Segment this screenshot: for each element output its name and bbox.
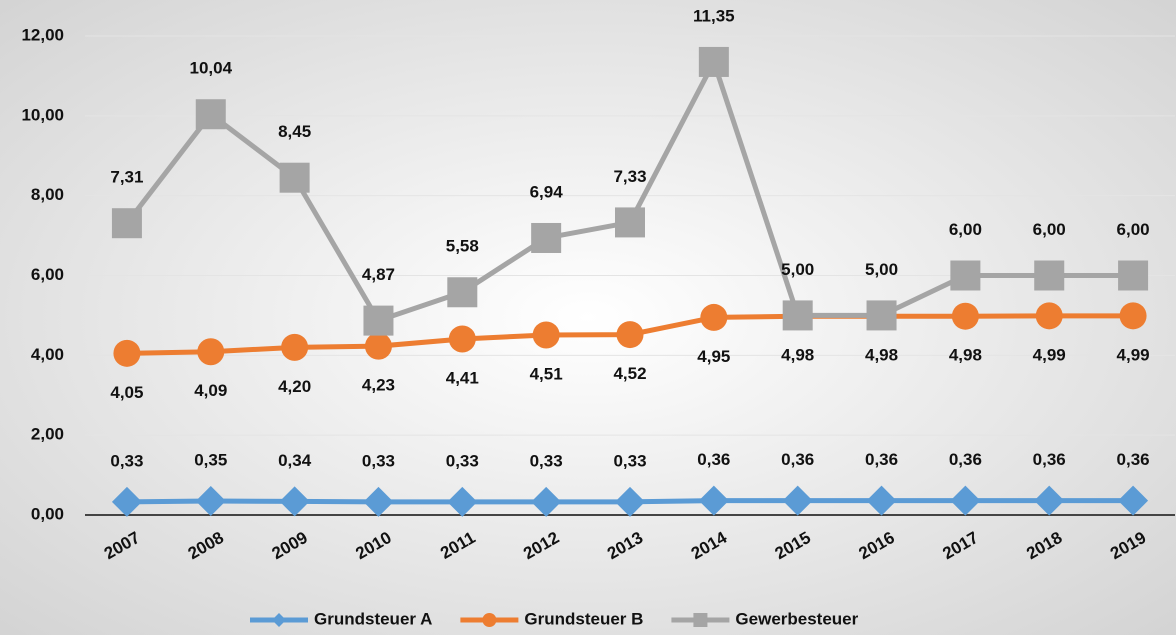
- data-label: 0,33: [530, 451, 563, 470]
- marker: [447, 277, 478, 308]
- marker: [531, 222, 562, 253]
- marker: [950, 485, 981, 516]
- data-label: 4,95: [697, 347, 730, 366]
- legend-marker: [482, 613, 497, 627]
- data-label: 4,09: [194, 381, 227, 400]
- data-label: 7,31: [110, 168, 143, 187]
- y-tick-label: 8,00: [31, 185, 64, 204]
- y-tick-label: 12,00: [21, 25, 64, 44]
- data-label: 10,04: [189, 59, 232, 78]
- data-label: 0,36: [1033, 450, 1066, 469]
- marker: [363, 486, 394, 517]
- data-label: 0,33: [362, 451, 395, 470]
- legend-marker: [272, 613, 286, 627]
- marker: [616, 321, 644, 349]
- marker: [281, 333, 309, 361]
- marker: [111, 208, 142, 239]
- marker: [1118, 260, 1149, 291]
- data-label: 4,52: [613, 364, 646, 383]
- data-label: 4,20: [278, 377, 311, 396]
- data-label: 4,51: [530, 364, 563, 383]
- marker: [1119, 302, 1147, 330]
- marker: [866, 300, 897, 331]
- data-label: 0,34: [278, 451, 312, 470]
- marker: [532, 321, 560, 349]
- marker: [195, 99, 226, 130]
- marker: [615, 207, 645, 238]
- data-label: 0,33: [613, 451, 646, 470]
- marker: [1034, 485, 1065, 516]
- data-label: 5,00: [781, 260, 814, 279]
- marker: [1034, 260, 1065, 291]
- data-label: 0,36: [949, 450, 982, 469]
- marker: [364, 332, 392, 360]
- data-label: 0,36: [1117, 450, 1150, 469]
- marker: [448, 325, 476, 353]
- data-label: 4,98: [781, 346, 814, 365]
- legend-label: Grundsteuer B: [524, 609, 643, 628]
- data-label: 4,87: [362, 265, 395, 284]
- data-label: 6,94: [530, 182, 564, 201]
- data-label: 8,45: [278, 122, 311, 141]
- y-tick-label: 6,00: [31, 265, 64, 284]
- data-label: 6,00: [949, 220, 982, 239]
- data-label: 6,00: [1117, 220, 1150, 239]
- data-label: 0,35: [194, 451, 227, 470]
- data-label: 4,05: [110, 383, 143, 402]
- marker: [279, 162, 310, 193]
- data-label: 6,00: [1033, 220, 1066, 239]
- data-label: 0,36: [865, 450, 898, 469]
- data-label: 7,33: [613, 167, 646, 186]
- marker: [698, 46, 729, 77]
- data-label: 4,23: [362, 376, 395, 395]
- data-label: 11,35: [693, 6, 735, 25]
- marker: [197, 338, 225, 366]
- data-label: 4,99: [1033, 345, 1066, 364]
- data-label: 4,98: [949, 346, 982, 365]
- marker: [111, 486, 142, 517]
- marker: [531, 486, 562, 517]
- data-label: 4,98: [865, 346, 898, 365]
- y-tick-label: 10,00: [21, 105, 64, 124]
- marker: [363, 305, 394, 336]
- marker: [698, 485, 729, 516]
- marker: [615, 486, 645, 517]
- marker: [700, 303, 728, 331]
- legend-label: Grundsteuer A: [314, 609, 432, 628]
- marker: [1118, 485, 1149, 516]
- data-label: 0,36: [697, 450, 730, 469]
- marker: [782, 300, 813, 331]
- marker: [1035, 302, 1063, 330]
- y-tick-label: 0,00: [31, 504, 64, 523]
- marker: [782, 485, 813, 516]
- data-label: 4,41: [446, 368, 479, 387]
- y-tick-label: 4,00: [31, 345, 64, 364]
- marker: [195, 486, 226, 517]
- y-tick-label: 2,00: [31, 425, 64, 444]
- data-label: 0,36: [781, 450, 814, 469]
- data-label: 0,33: [446, 451, 479, 470]
- marker: [113, 339, 141, 367]
- legend-label: Gewerbesteuer: [735, 609, 858, 628]
- marker: [950, 260, 981, 291]
- data-label: 0,33: [110, 451, 143, 470]
- marker: [279, 486, 310, 517]
- legend-marker: [693, 613, 708, 627]
- marker: [447, 486, 478, 517]
- data-label: 5,00: [865, 260, 898, 279]
- data-label: 4,99: [1117, 345, 1150, 364]
- marker: [951, 302, 979, 330]
- marker: [866, 485, 897, 516]
- data-label: 5,58: [446, 237, 479, 256]
